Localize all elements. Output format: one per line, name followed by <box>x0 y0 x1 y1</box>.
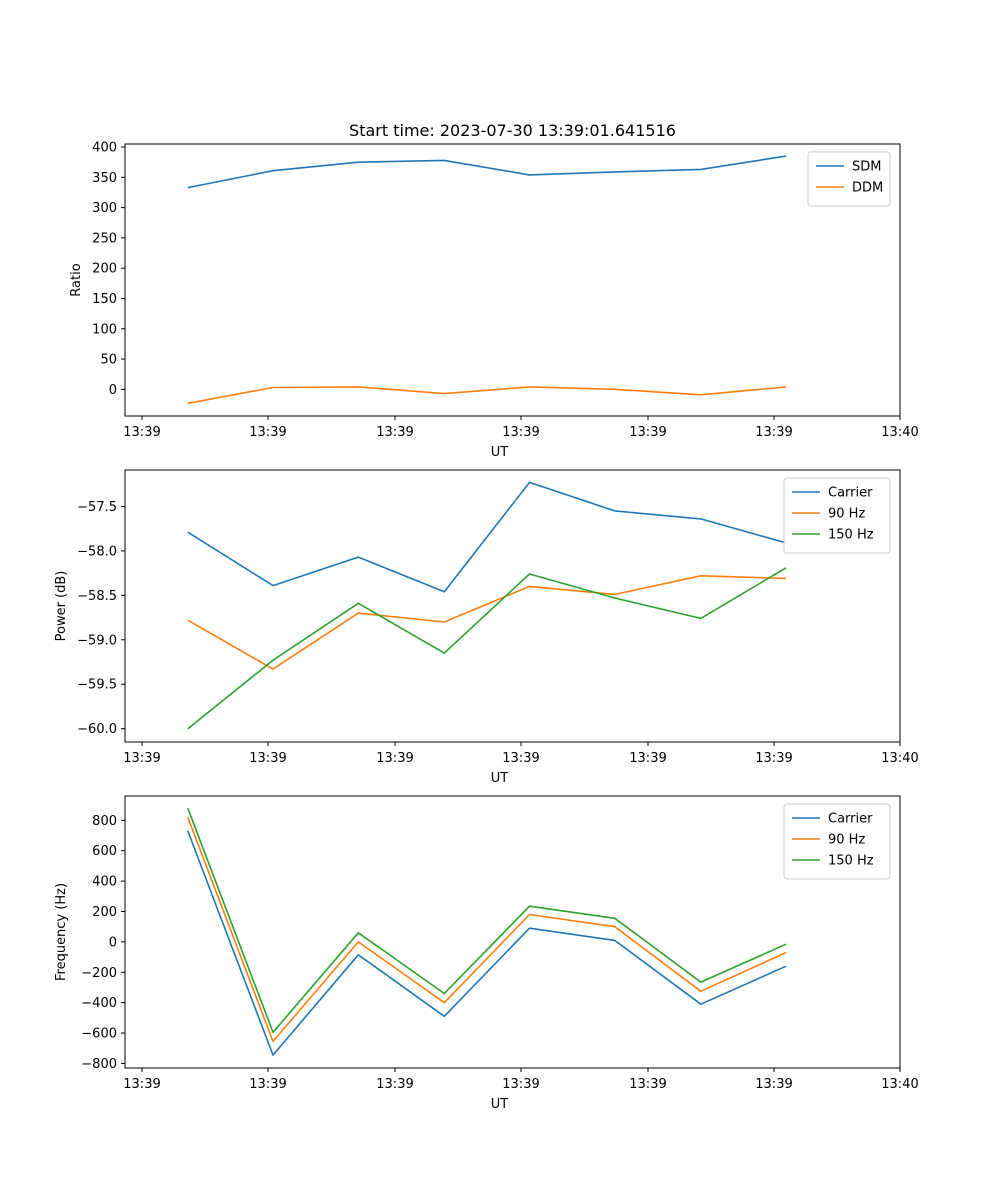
y-axis-label: Frequency (Hz) <box>54 883 69 981</box>
legend-label: 90 Hz <box>828 507 865 522</box>
x-tick-label: 13:39 <box>755 1077 792 1092</box>
y-tick-label: 0 <box>109 935 117 950</box>
x-tick-label: 13:39 <box>376 425 413 440</box>
y-tick-label: −800 <box>81 1057 117 1072</box>
y-tick-label: 800 <box>92 814 117 829</box>
x-axis-label: UT <box>491 1097 509 1112</box>
x-tick-label: 13:39 <box>249 1077 286 1092</box>
x-tick-label: 13:40 <box>881 425 918 440</box>
x-tick-label: 13:39 <box>376 1077 413 1092</box>
y-tick-label: 200 <box>92 905 117 920</box>
chart-title: Start time: 2023-07-30 13:39:01.641516 <box>349 121 676 140</box>
y-tick-label: 400 <box>92 875 117 890</box>
series-line-150-hz <box>187 567 787 730</box>
axes-frame <box>124 795 901 1069</box>
y-tick-label: −400 <box>81 996 117 1011</box>
x-tick-label: 13:39 <box>376 751 413 766</box>
x-tick-label: 13:40 <box>881 751 918 766</box>
x-tick-label: 13:39 <box>123 1077 160 1092</box>
y-tick-label: −58.0 <box>77 544 117 559</box>
legend-label: Carrier <box>828 812 873 827</box>
y-tick-label: 150 <box>92 292 117 307</box>
legend: Carrier 90 Hz 150 Hz <box>783 803 891 880</box>
x-tick-label: 13:39 <box>629 751 666 766</box>
x-tick-label: 13:39 <box>123 425 160 440</box>
series-line-carrier <box>187 830 787 1056</box>
chart-panel-2: −60.0 −59.5 −59.0 −58.5 −58.0 −57.5 13:39 13:39… <box>54 469 919 786</box>
series-line-ddm <box>187 386 787 405</box>
x-tick-label: 13:39 <box>249 425 286 440</box>
x-tick-label: 13:39 <box>755 425 792 440</box>
y-axis-label: Power (dB) <box>54 571 69 642</box>
legend-label: 150 Hz <box>828 854 874 869</box>
y-tick-label: 400 <box>92 141 117 156</box>
axes-frame <box>124 143 901 417</box>
y-tick-label: 300 <box>92 201 117 216</box>
y-tick-label: 250 <box>92 231 117 246</box>
chart-panel-3: −800 −600 −400 −200 0 200 400 600 800 13:39 13:39 1… <box>54 795 919 1112</box>
chart-panel-1: Start time: 2023-07-30 13:39:01.641516 0 5… <box>69 121 919 460</box>
y-axis-label: Ratio <box>69 263 84 296</box>
legend-label: 90 Hz <box>828 833 865 848</box>
x-tick-label: 13:39 <box>629 425 666 440</box>
axes-frame <box>124 469 901 743</box>
legend: SDM DDM <box>807 151 891 207</box>
y-tick-label: −200 <box>81 966 117 981</box>
legend: Carrier 90 Hz 150 Hz <box>783 477 891 554</box>
y-tick-label: 600 <box>92 844 117 859</box>
series-line-sdm <box>187 155 787 189</box>
x-tick-label: 13:39 <box>502 751 539 766</box>
y-tick-label: −58.5 <box>77 589 117 604</box>
series-line-carrier <box>187 481 787 593</box>
series-line-90-hz <box>187 817 787 1043</box>
y-tick-label: 350 <box>92 171 117 186</box>
y-tick-label: 50 <box>100 353 117 368</box>
x-tick-label: 13:39 <box>629 1077 666 1092</box>
y-tick-label: 100 <box>92 322 117 337</box>
y-tick-label: −600 <box>81 1027 117 1042</box>
series-line-90-hz <box>187 574 787 670</box>
legend-label: 150 Hz <box>828 528 874 543</box>
x-axis-label: UT <box>491 771 509 786</box>
chart-panels: Start time: 2023-07-30 13:39:01.641516 0 5… <box>54 121 919 1112</box>
y-tick-label: −59.0 <box>77 633 117 648</box>
legend-label: Carrier <box>828 486 873 501</box>
x-axis-label: UT <box>491 445 509 460</box>
legend-label: DDM <box>852 181 883 196</box>
y-tick-label: −59.5 <box>77 678 117 693</box>
x-tick-label: 13:39 <box>755 751 792 766</box>
x-tick-label: 13:39 <box>123 751 160 766</box>
x-tick-label: 13:40 <box>881 1077 918 1092</box>
y-tick-label: −60.0 <box>77 722 117 737</box>
series-line-150-hz <box>187 807 787 1034</box>
x-tick-label: 13:39 <box>249 751 286 766</box>
x-tick-label: 13:39 <box>502 1077 539 1092</box>
y-tick-label: 200 <box>92 262 117 277</box>
legend-label: SDM <box>852 160 881 175</box>
y-tick-label: 0 <box>109 383 117 398</box>
x-tick-label: 13:39 <box>502 425 539 440</box>
y-tick-label: −57.5 <box>77 500 117 515</box>
